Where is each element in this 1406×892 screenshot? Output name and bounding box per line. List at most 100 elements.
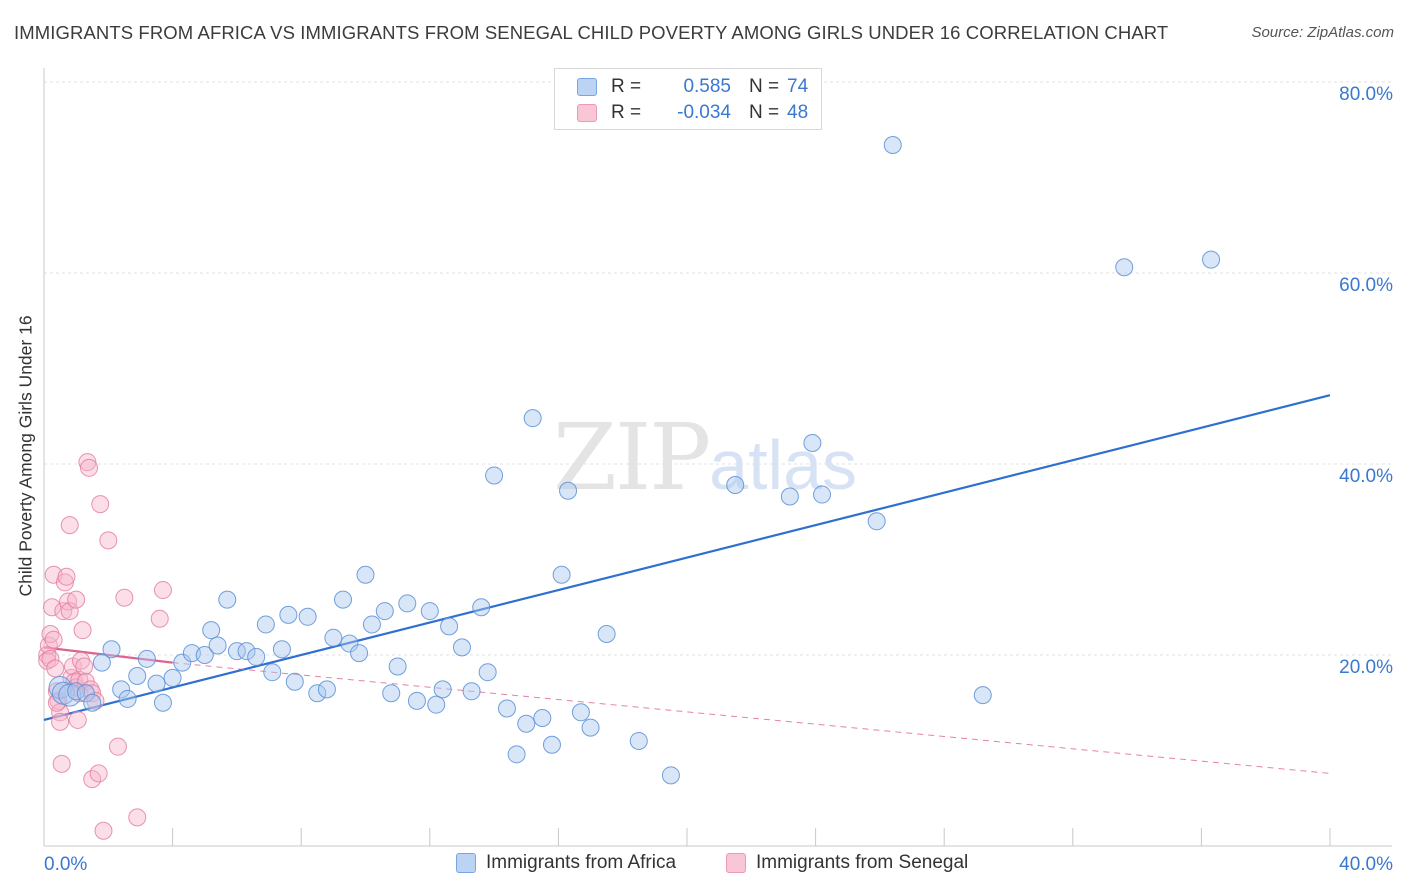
senegal-point <box>94 821 113 840</box>
watermark: ZIPatlas <box>553 404 857 511</box>
africa-point <box>118 689 137 708</box>
legend-item-senegal[interactable]: Immigrants from Senegal <box>726 852 968 874</box>
africa-point <box>202 621 221 640</box>
senegal-legend-swatch <box>726 853 746 873</box>
senegal-point <box>60 602 79 621</box>
africa-point <box>813 485 832 504</box>
senegal-point <box>91 495 110 514</box>
legend-label-senegal: Immigrants from Senegal <box>756 852 969 873</box>
senegal-point <box>41 624 60 643</box>
africa-point <box>803 433 822 452</box>
africa-point <box>407 691 426 710</box>
trend-layer <box>43 394 1331 774</box>
africa-point <box>112 680 131 699</box>
senegal-point <box>44 630 63 649</box>
legend-label-africa: Immigrants from Africa <box>486 852 677 873</box>
senegal-point <box>108 737 127 756</box>
africa-point <box>256 615 275 634</box>
africa-point <box>867 512 886 531</box>
legend-r-value-africa: 0.585 <box>683 76 731 97</box>
africa-point <box>452 638 471 657</box>
senegal-point <box>46 659 65 678</box>
senegal-point <box>52 754 71 773</box>
africa-point <box>102 640 121 659</box>
africa-point <box>581 718 600 737</box>
africa-point <box>208 636 227 655</box>
y-tick-label: 60.0% <box>1339 275 1393 296</box>
chart-title: IMMIGRANTS FROM AFRICA VS IMMIGRANTS FRO… <box>14 22 1169 43</box>
africa-point <box>272 640 291 659</box>
africa-point <box>137 649 156 668</box>
senegal-point <box>41 649 60 668</box>
x-tick-label: 40.0% <box>1339 854 1393 875</box>
africa-point <box>350 644 369 663</box>
africa-point <box>552 565 571 584</box>
africa-point <box>973 686 992 705</box>
africa-point <box>780 487 799 506</box>
africa-point <box>58 683 82 707</box>
africa-point <box>128 667 147 686</box>
africa-point <box>147 674 166 693</box>
series-legend: Immigrants from Africa Immigrants from S… <box>0 852 1406 878</box>
africa-point <box>883 136 902 155</box>
africa-point <box>356 565 375 584</box>
africa-point <box>462 682 481 701</box>
africa-point <box>153 693 172 712</box>
africa-point <box>629 731 648 750</box>
africa-point <box>517 714 536 733</box>
axis-layer <box>43 68 1392 847</box>
africa-point <box>523 409 542 428</box>
senegal-swatch <box>577 104 597 122</box>
africa-point <box>218 590 237 609</box>
africa-point <box>571 703 590 722</box>
senegal-point <box>150 609 169 628</box>
watermark-zip: ZIP <box>553 404 711 511</box>
africa-point <box>485 466 504 485</box>
legend-row-senegal: R = -0.034 N = 48 <box>577 101 808 125</box>
africa-point <box>1202 250 1221 269</box>
africa-point <box>324 628 343 647</box>
senegal-point <box>73 621 92 640</box>
africa-point <box>92 653 111 672</box>
africa-point <box>533 709 552 728</box>
africa-point <box>263 663 282 682</box>
legend-r-label: R = <box>611 102 642 123</box>
x-tick-label: 0.0% <box>44 854 87 875</box>
africa-points <box>48 136 1221 785</box>
africa-point <box>661 766 680 785</box>
africa-point <box>237 642 256 661</box>
senegal-point <box>54 602 73 621</box>
africa-point <box>388 657 407 676</box>
legend-r-value-senegal: -0.034 <box>677 102 731 123</box>
senegal-point <box>68 710 87 729</box>
senegal-point <box>86 691 105 710</box>
africa-point <box>279 605 298 624</box>
africa-point <box>507 745 526 764</box>
correlation-legend: R = 0.585 N = 74 R = -0.034 N = 48 <box>554 68 822 130</box>
senegal-point <box>39 636 58 655</box>
africa-point <box>173 653 192 672</box>
africa-point <box>247 647 266 666</box>
africa-point <box>83 693 102 712</box>
africa-point <box>163 668 182 687</box>
senegal-point <box>67 590 86 609</box>
senegal-point <box>70 684 89 703</box>
africa-point <box>398 594 417 613</box>
senegal-trend-line <box>43 646 173 664</box>
senegal-point <box>57 567 76 586</box>
africa-point <box>427 695 446 714</box>
y-axis-label: Child Poverty Among Girls Under 16 <box>15 315 36 597</box>
africa-point <box>340 634 359 653</box>
africa-point <box>542 735 561 754</box>
senegal-point <box>60 516 79 535</box>
africa-point <box>597 624 616 643</box>
legend-item-africa[interactable]: Immigrants from Africa <box>456 852 676 874</box>
legend-r-label: R = <box>611 76 642 97</box>
legend-row-africa: R = 0.585 N = 74 <box>577 75 808 99</box>
legend-n-value-senegal: 48 <box>787 102 809 123</box>
africa-point <box>317 680 336 699</box>
senegal-point <box>75 657 94 676</box>
africa-point <box>472 598 491 617</box>
legend-n-label: N = <box>749 76 780 97</box>
y-tick-label: 80.0% <box>1339 84 1393 105</box>
